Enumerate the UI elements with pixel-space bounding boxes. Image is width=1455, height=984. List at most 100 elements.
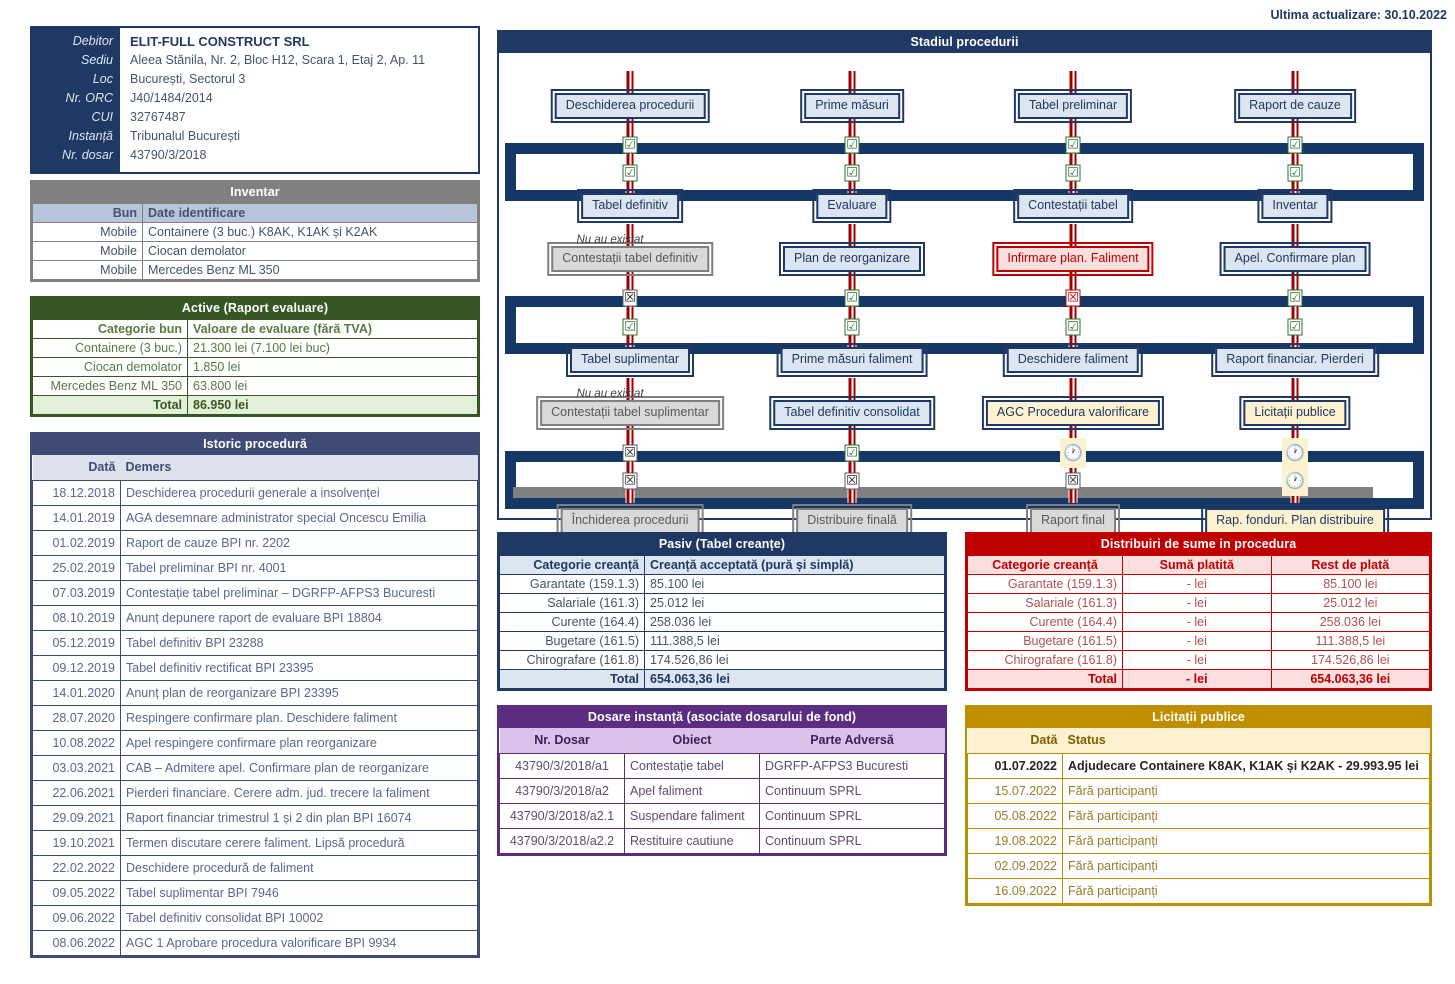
flow-node[interactable]: Infirmare plan. Faliment bbox=[992, 242, 1154, 276]
check-icon: ☑ bbox=[622, 164, 638, 182]
table-row: 43790/3/2018/a2.2 Restituire cautiune Cont… bbox=[499, 827, 945, 854]
flow-node-label: Închiderea procedurii bbox=[556, 504, 704, 538]
check-icon: ☑ bbox=[844, 164, 860, 182]
flow-node-label: Contestații tabel bbox=[1013, 189, 1133, 223]
table-cell: 15.07.2022 bbox=[967, 777, 1063, 804]
flow-node[interactable]: Raport financiar. Pierderi bbox=[1211, 343, 1379, 377]
table-cell: Anunț depunere raport de evaluare BPI 18… bbox=[120, 604, 478, 631]
table-cell: 43790/3/2018/a2 bbox=[499, 777, 625, 804]
flow-node-label: Distribuire finală bbox=[792, 504, 912, 538]
table-cell: 03.03.2021 bbox=[32, 754, 121, 781]
cross-icon: ☒ bbox=[622, 472, 638, 490]
column-header: Dată bbox=[967, 728, 1063, 753]
column-header: Categorie creanță bbox=[499, 555, 645, 575]
flow-node-label: Raport de cauze bbox=[1234, 89, 1356, 123]
flow-node[interactable]: Apel. Confirmare plan bbox=[1219, 242, 1371, 276]
auctions-title: Licitații publice bbox=[967, 707, 1430, 728]
table-cell: Chirografare (161.8) bbox=[967, 650, 1123, 670]
table-cell: Raport financiar trimestrul 1 și 2 din p… bbox=[120, 804, 478, 831]
flow-node-label: Tabel definitiv bbox=[577, 189, 683, 223]
debtor-value: București, Sectorul 3 bbox=[130, 72, 246, 86]
table-cell: Salariale (161.3) bbox=[967, 593, 1123, 613]
table-row: 05.12.2019 Tabel definitiv BPI 23288 bbox=[32, 629, 478, 656]
distributions-table: Categorie creanță Sumă platită Rest de pla… bbox=[967, 555, 1431, 689]
column-header: Dată bbox=[32, 455, 121, 480]
table-cell: - lei bbox=[1122, 650, 1272, 670]
table-cell: Deschiderea procedurii generale a insolv… bbox=[120, 479, 478, 506]
court-cases-table: Nr. Dosar Obiect Parte Adversă 43790/3/2018… bbox=[499, 728, 945, 854]
flow-node[interactable]: Contestații tabel suplimentar bbox=[536, 396, 724, 430]
flow-node-label: Prime măsuri bbox=[800, 89, 904, 123]
table-cell: Curente (164.4) bbox=[967, 612, 1123, 632]
flow-node[interactable]: Deschiderea procedurii bbox=[550, 89, 710, 123]
auctions-panel: Licitații publice Dată Status 01.07.2022 Ad… bbox=[965, 705, 1432, 906]
flow-node-label: AGC Procedura valorificare bbox=[981, 396, 1165, 430]
flow-node[interactable]: Licitații publice bbox=[1239, 396, 1351, 430]
table-cell: DGRFP-AFPS3 Bucuresti bbox=[759, 752, 945, 779]
flow-node[interactable]: Tabel definitiv bbox=[577, 189, 683, 223]
flow-node[interactable]: Prime măsuri bbox=[800, 89, 904, 123]
debtor-label: CUI bbox=[91, 110, 113, 124]
table-cell: 05.08.2022 bbox=[967, 802, 1063, 829]
table-cell: 10.08.2022 bbox=[32, 729, 121, 756]
table-cell: 63.800 lei bbox=[187, 376, 478, 396]
table-cell: Mobile bbox=[32, 260, 143, 280]
table-cell: Suspendare faliment bbox=[624, 802, 760, 829]
flow-node[interactable]: Închiderea procedurii bbox=[556, 504, 704, 538]
table-row: Mercedes Benz ML 350 63.800 lei bbox=[32, 376, 478, 396]
flow-node[interactable]: Distribuire finală bbox=[792, 504, 912, 538]
flow-node[interactable]: Tabel suplimentar bbox=[566, 343, 694, 377]
cross-icon: ☒ bbox=[622, 444, 638, 462]
flow-node[interactable]: Contestații tabel bbox=[1013, 189, 1133, 223]
check-icon: ☑ bbox=[1287, 164, 1303, 182]
check-icon: ☑ bbox=[622, 136, 638, 154]
debtor-value: ELIT-FULL CONSTRUCT SRL bbox=[130, 34, 310, 49]
flow-node[interactable]: Tabel definitiv consolidat bbox=[769, 396, 935, 430]
table-cell: 08.10.2019 bbox=[32, 604, 121, 631]
procedure-stage-title: Stadiul procedurii bbox=[499, 32, 1430, 53]
table-cell: Respingere confirmare plan. Deschidere f… bbox=[120, 704, 478, 731]
table-row: 43790/3/2018/a1 Contestație tabel DGRFP-AF… bbox=[499, 752, 945, 779]
flow-node[interactable]: Inventar bbox=[1257, 189, 1333, 223]
table-row: Garantate (159.1.3) 85.100 lei bbox=[499, 574, 945, 594]
flow-node[interactable]: Raport final bbox=[1026, 504, 1120, 538]
assets-table: Categorie bun Valoare de evaluare (fără T… bbox=[32, 319, 478, 415]
table-cell: Garantate (159.1.3) bbox=[499, 574, 645, 594]
table-cell: 111.388,5 lei bbox=[1270, 631, 1431, 651]
table-cell: 19.10.2021 bbox=[32, 829, 121, 856]
column-header: Date identificare bbox=[142, 203, 478, 223]
table-cell: 174.526,86 lei bbox=[1270, 650, 1431, 670]
flow-gray-bar bbox=[513, 487, 1373, 498]
column-header: Categorie bun bbox=[32, 319, 188, 339]
flow-node[interactable]: Plan de reorganizare bbox=[778, 242, 926, 276]
flow-node[interactable]: Deschidere faliment bbox=[1002, 343, 1144, 377]
table-cell: Containere (3 buc.) bbox=[32, 338, 188, 358]
clock-icon: 🕐 bbox=[1282, 438, 1308, 468]
history-title: Istoric procedură bbox=[32, 434, 478, 455]
flow-node[interactable]: Raport de cauze bbox=[1234, 89, 1356, 123]
flow-node[interactable]: Prime măsuri faliment bbox=[776, 343, 928, 377]
flow-node[interactable]: Tabel preliminar bbox=[1013, 89, 1133, 123]
flow-node[interactable]: AGC Procedura valorificare bbox=[981, 396, 1165, 430]
table-cell: 111.388,5 lei bbox=[644, 631, 945, 651]
table-row: Containere (3 buc.) 21.300 lei (7.100 lei… bbox=[32, 338, 478, 358]
check-icon: ☑ bbox=[1287, 289, 1303, 307]
column-header: Demers bbox=[120, 455, 478, 480]
table-cell: 14.01.2020 bbox=[32, 679, 121, 706]
flow-node[interactable]: Evaluare bbox=[812, 189, 892, 223]
total-cell: - lei bbox=[1122, 669, 1272, 689]
inventory-body: Bun Date identificare Mobile Containere (3 … bbox=[32, 203, 478, 280]
table-cell: 25.012 lei bbox=[1270, 593, 1431, 613]
table-cell: 25.02.2019 bbox=[32, 554, 121, 581]
table-cell: 22.02.2022 bbox=[32, 854, 121, 881]
table-cell: 09.05.2022 bbox=[32, 879, 121, 906]
table-header-row: Nr. Dosar Obiect Parte Adversă bbox=[499, 728, 945, 753]
table-row: Curente (164.4) 258.036 lei bbox=[499, 612, 945, 632]
table-cell: Fără participanți bbox=[1062, 802, 1430, 829]
table-header-row: Categorie bun Valoare de evaluare (fără T… bbox=[32, 319, 478, 339]
flow-node[interactable]: Rap. fonduri. Plan distribuire bbox=[1201, 504, 1389, 538]
table-cell: Salariale (161.3) bbox=[499, 593, 645, 613]
flow-node[interactable]: Contestații tabel definitiv bbox=[547, 242, 713, 276]
flow-node-label: Apel. Confirmare plan bbox=[1219, 242, 1371, 276]
table-row: 02.09.2022 Fără participanți bbox=[967, 852, 1430, 879]
